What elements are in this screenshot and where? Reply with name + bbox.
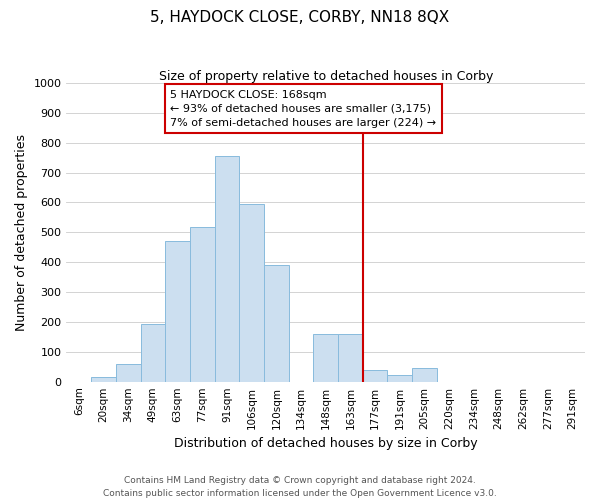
Bar xyxy=(363,370,388,382)
Bar xyxy=(116,364,140,382)
Bar xyxy=(388,375,412,382)
Bar xyxy=(140,324,165,382)
Bar xyxy=(264,265,289,382)
Title: Size of property relative to detached houses in Corby: Size of property relative to detached ho… xyxy=(158,70,493,83)
Bar xyxy=(215,156,239,382)
Text: 5 HAYDOCK CLOSE: 168sqm
← 93% of detached houses are smaller (3,175)
7% of semi-: 5 HAYDOCK CLOSE: 168sqm ← 93% of detache… xyxy=(170,90,436,128)
Text: Contains HM Land Registry data © Crown copyright and database right 2024.
Contai: Contains HM Land Registry data © Crown c… xyxy=(103,476,497,498)
Text: 5, HAYDOCK CLOSE, CORBY, NN18 8QX: 5, HAYDOCK CLOSE, CORBY, NN18 8QX xyxy=(151,10,449,25)
Bar xyxy=(412,368,437,382)
X-axis label: Distribution of detached houses by size in Corby: Distribution of detached houses by size … xyxy=(174,437,478,450)
Bar xyxy=(190,227,215,382)
Bar xyxy=(165,242,190,382)
Bar xyxy=(338,334,363,382)
Bar xyxy=(313,334,338,382)
Y-axis label: Number of detached properties: Number of detached properties xyxy=(15,134,28,331)
Bar xyxy=(91,377,116,382)
Bar xyxy=(239,204,264,382)
